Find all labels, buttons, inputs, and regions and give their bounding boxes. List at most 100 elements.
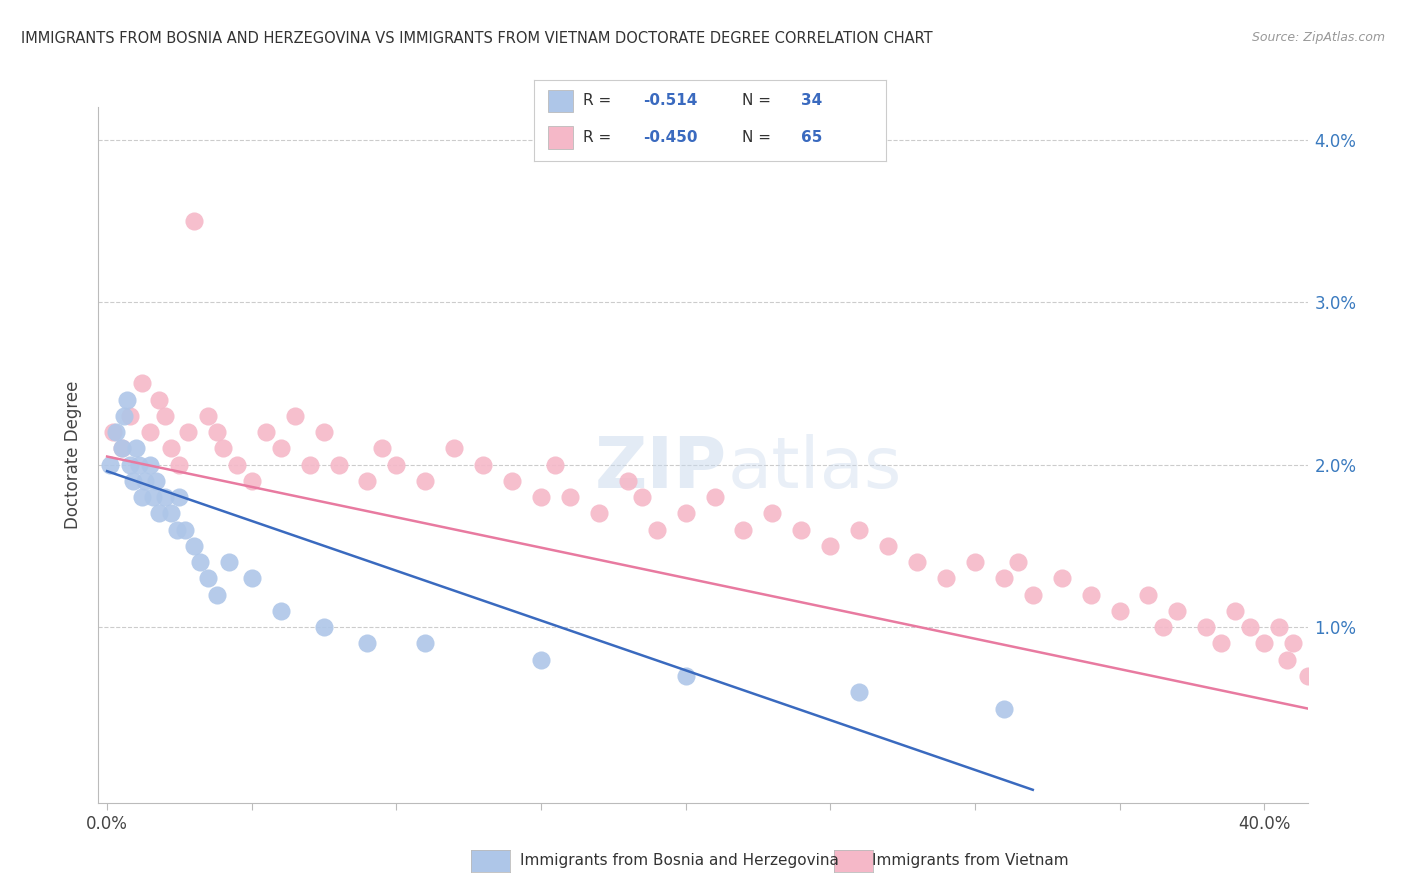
Point: [117, 392, 139, 407]
FancyBboxPatch shape: [548, 126, 574, 149]
Point: [98, 458, 121, 472]
Point: [443, 442, 465, 456]
Point: [312, 620, 335, 634]
Point: [848, 685, 870, 699]
Point: [1080, 588, 1102, 602]
Point: [145, 474, 167, 488]
Point: [1050, 572, 1073, 586]
Point: [1209, 636, 1232, 650]
Point: [413, 636, 436, 650]
Point: [1282, 636, 1305, 650]
Point: [166, 523, 188, 537]
Text: 34: 34: [801, 94, 823, 108]
Point: [240, 474, 263, 488]
Point: [128, 458, 150, 472]
Point: [631, 490, 654, 504]
Point: [197, 409, 219, 423]
Point: [148, 392, 170, 407]
Point: [328, 458, 350, 472]
Point: [114, 409, 136, 423]
Point: [120, 409, 142, 423]
Point: [101, 425, 124, 439]
Point: [1253, 636, 1275, 650]
Point: [820, 539, 842, 553]
Point: [183, 539, 205, 553]
Point: [472, 458, 495, 472]
Text: 65: 65: [801, 130, 823, 145]
Point: [371, 442, 394, 456]
Point: [104, 425, 127, 439]
Point: [1225, 604, 1247, 618]
Point: [1022, 588, 1045, 602]
Text: IMMIGRANTS FROM BOSNIA AND HERZEGOVINA VS IMMIGRANTS FROM VIETNAM DOCTORATE DEGR: IMMIGRANTS FROM BOSNIA AND HERZEGOVINA V…: [21, 31, 932, 46]
Text: N =: N =: [742, 94, 776, 108]
Point: [131, 376, 153, 391]
Point: [169, 490, 191, 504]
Point: [501, 474, 523, 488]
Point: [877, 539, 900, 553]
Text: R =: R =: [583, 94, 617, 108]
Point: [284, 409, 307, 423]
Point: [1166, 604, 1188, 618]
Point: [905, 555, 928, 569]
Point: [733, 523, 755, 537]
Point: [848, 523, 870, 537]
Point: [790, 523, 813, 537]
Point: [125, 442, 148, 456]
Point: [188, 555, 211, 569]
Point: [935, 572, 957, 586]
Point: [385, 458, 408, 472]
Text: -0.450: -0.450: [644, 130, 697, 145]
Point: [1152, 620, 1174, 634]
Point: [153, 490, 176, 504]
Point: [122, 474, 145, 488]
Point: [139, 425, 162, 439]
Point: [169, 458, 191, 472]
Point: [703, 490, 725, 504]
Point: [120, 458, 142, 472]
Point: [205, 425, 228, 439]
Point: [148, 507, 170, 521]
Point: [159, 507, 181, 521]
Point: [142, 490, 165, 504]
Point: [1007, 555, 1029, 569]
Y-axis label: Doctorate Degree: Doctorate Degree: [65, 381, 83, 529]
Point: [1108, 604, 1130, 618]
Point: [530, 653, 553, 667]
Text: ZIP: ZIP: [595, 434, 727, 503]
Point: [110, 442, 132, 456]
Point: [356, 474, 378, 488]
Point: [153, 409, 176, 423]
Point: [312, 425, 335, 439]
Point: [645, 523, 668, 537]
Point: [270, 604, 292, 618]
Text: -0.514: -0.514: [644, 94, 697, 108]
Point: [558, 490, 581, 504]
Text: Immigrants from Bosnia and Herzegovina: Immigrants from Bosnia and Herzegovina: [520, 854, 839, 868]
Point: [1277, 653, 1299, 667]
Point: [617, 474, 640, 488]
Text: R =: R =: [583, 130, 617, 145]
Point: [1195, 620, 1218, 634]
Point: [993, 572, 1015, 586]
Text: Source: ZipAtlas.com: Source: ZipAtlas.com: [1251, 31, 1385, 45]
Point: [197, 572, 219, 586]
Point: [270, 442, 292, 456]
Text: N =: N =: [742, 130, 776, 145]
Point: [544, 458, 567, 472]
Point: [588, 507, 610, 521]
Point: [134, 474, 156, 488]
Point: [963, 555, 986, 569]
Text: atlas: atlas: [727, 434, 901, 503]
Point: [1267, 620, 1289, 634]
Point: [356, 636, 378, 650]
Point: [226, 458, 249, 472]
Point: [675, 669, 697, 683]
Point: [240, 572, 263, 586]
Point: [675, 507, 697, 521]
Point: [139, 458, 162, 472]
Point: [174, 523, 197, 537]
Point: [254, 425, 277, 439]
Point: [110, 442, 132, 456]
Point: [177, 425, 200, 439]
